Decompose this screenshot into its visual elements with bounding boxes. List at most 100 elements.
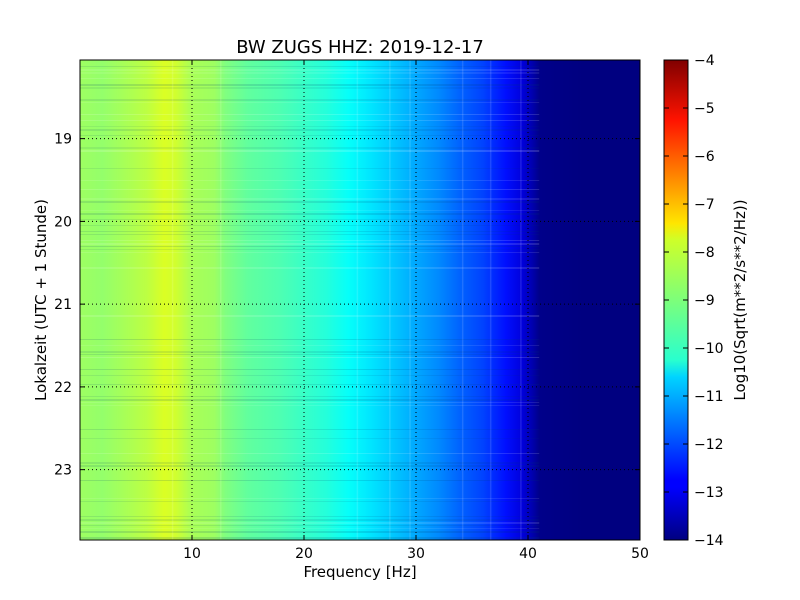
- y-axis-label: Lokalzeit (UTC + 1 Stunde): [32, 199, 50, 401]
- x-axis-label: Frequency [Hz]: [303, 563, 416, 581]
- y-tick-label: 23: [54, 463, 72, 479]
- time-stripe: [80, 210, 540, 211]
- time-stripe: [80, 345, 540, 346]
- time-stripe: [80, 84, 540, 86]
- time-stripe: [80, 249, 540, 250]
- time-stripe: [80, 516, 540, 517]
- time-stripe: [80, 78, 540, 79]
- time-stripe: [80, 519, 540, 521]
- colorbar-tick-label: −14: [694, 533, 724, 549]
- colorbar-tick-label: −12: [694, 437, 724, 453]
- spectral-line: [409, 60, 411, 540]
- time-stripe: [80, 252, 540, 253]
- plot-frame: [79, 59, 641, 541]
- x-axis-ticks: 10 20 30 40 50: [183, 60, 649, 562]
- colorbar-tick-label: −5: [694, 101, 715, 117]
- time-stripe: [80, 354, 540, 355]
- time-stripe: [80, 531, 540, 533]
- grid-lines: [80, 60, 640, 540]
- x-tick-label: 20: [295, 546, 313, 562]
- y-tick-label: 20: [54, 214, 72, 230]
- spectral-line: [489, 60, 492, 540]
- time-stripe: [80, 501, 540, 502]
- time-stripe: [80, 267, 540, 269]
- time-stripe: [80, 189, 540, 190]
- time-stripe: [80, 498, 540, 499]
- colorbar-tick-label: −4: [694, 53, 715, 69]
- time-stripe: [80, 462, 540, 464]
- colorbar-tick-label: −8: [694, 245, 715, 261]
- colorbar-tick-label: −13: [694, 485, 724, 501]
- colorbar-tick-label: −10: [694, 341, 724, 357]
- time-stripe: [80, 66, 540, 67]
- time-stripe: [80, 453, 540, 454]
- colorbar-ticks: −4 −5 −6 −7 −8 −9 −10 −11 −12 −13 −14: [664, 53, 724, 549]
- time-stripe: [80, 528, 540, 529]
- y-axis-ticks: 19 20 21 22 23: [54, 132, 640, 479]
- time-stripe: [80, 339, 540, 340]
- time-stripe: [80, 357, 540, 358]
- time-stripe: [80, 99, 540, 101]
- colorbar-label: Log10(Sqrt(m**2/s**2/Hz)): [731, 199, 749, 400]
- x-tick-label: 10: [183, 546, 201, 562]
- y-tick-label: 19: [54, 132, 72, 148]
- spectral-line: [520, 60, 522, 540]
- time-stripe: [80, 369, 540, 370]
- spectral-lines: [171, 60, 522, 540]
- time-stripe: [80, 168, 540, 169]
- time-stripe: [80, 198, 540, 200]
- time-stripe: [80, 405, 540, 406]
- y-tick-label: 22: [54, 380, 72, 396]
- x-tick-label: 30: [407, 546, 425, 562]
- time-stripe: [80, 351, 540, 353]
- time-stripes: [80, 66, 540, 539]
- time-stripe: [80, 315, 540, 317]
- plot-area: 10 20 30 40 50 19 20 21 22 23: [54, 59, 649, 562]
- time-stripe: [80, 69, 540, 71]
- time-stripe: [80, 402, 540, 403]
- time-stripe: [80, 114, 540, 115]
- spectrogram-image: [80, 60, 640, 540]
- colorbar-tick-label: −6: [694, 149, 715, 165]
- time-stripe: [80, 129, 540, 131]
- colorbar-tick-label: −11: [694, 389, 724, 405]
- time-stripe: [80, 102, 540, 103]
- time-stripe: [80, 231, 540, 232]
- time-stripe: [80, 525, 540, 526]
- x-tick-label: 50: [631, 546, 649, 562]
- spectral-line: [461, 60, 464, 540]
- chart-title: BW ZUGS HHZ: 2019-12-17: [236, 37, 484, 58]
- spectral-line: [389, 60, 391, 540]
- time-stripe: [80, 150, 540, 152]
- time-stripe: [80, 384, 540, 385]
- time-stripe: [80, 72, 540, 74]
- spectral-line: [356, 60, 359, 540]
- x-tick-label: 40: [519, 546, 537, 562]
- colorbar: −4 −5 −6 −7 −8 −9 −10 −11 −12 −13 −14 Log10(Sqrt(m…: [663, 53, 749, 549]
- time-stripe: [80, 480, 540, 481]
- colorbar-tick-label: −9: [694, 293, 715, 309]
- time-stripe: [80, 234, 540, 235]
- colorbar-tick-label: −7: [694, 197, 715, 213]
- time-stripe: [80, 147, 540, 149]
- spectral-line: [171, 60, 174, 540]
- time-stripe: [80, 87, 540, 89]
- time-stripe: [80, 120, 540, 121]
- time-stripe: [80, 246, 540, 247]
- time-stripe: [80, 396, 540, 397]
- time-stripe: [80, 438, 540, 439]
- time-stripe: [80, 375, 540, 376]
- time-stripe: [80, 219, 540, 220]
- time-stripe: [80, 126, 540, 127]
- time-stripe: [80, 429, 540, 430]
- time-stripe: [80, 399, 540, 401]
- y-tick-label: 21: [54, 297, 72, 313]
- time-stripe: [80, 522, 540, 524]
- spectral-line: [220, 60, 222, 540]
- time-stripe: [80, 135, 540, 136]
- time-stripe: [80, 537, 540, 539]
- time-stripe: [80, 225, 540, 226]
- time-stripe: [80, 201, 540, 203]
- time-stripe: [80, 180, 540, 181]
